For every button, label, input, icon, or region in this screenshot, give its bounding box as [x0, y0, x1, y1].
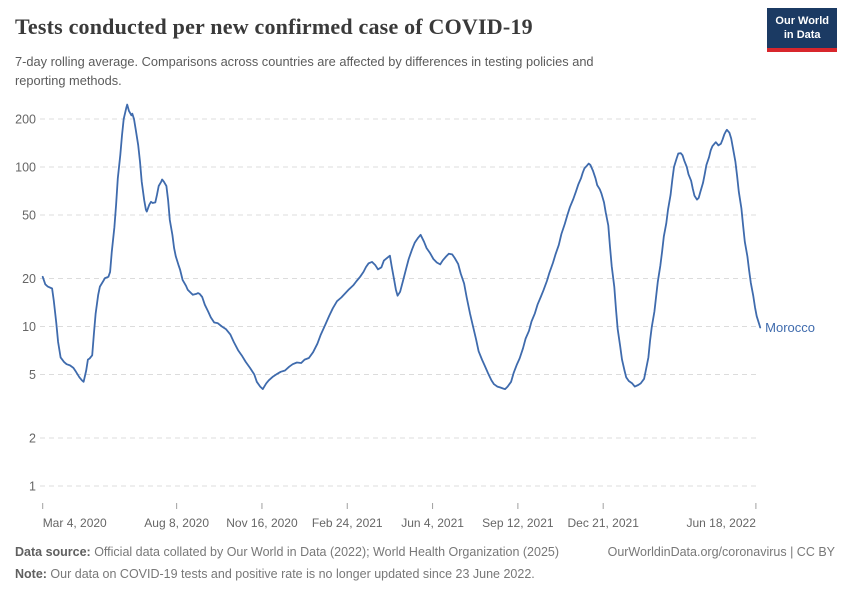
footer-source: Data source: Official data collated by O… [15, 545, 559, 559]
svg-text:10: 10 [22, 320, 36, 334]
chart-subtitle: 7-day rolling average. Comparisons acros… [15, 52, 715, 90]
svg-text:1: 1 [29, 480, 36, 494]
page-title: Tests conducted per new confirmed case o… [15, 14, 533, 39]
chart-subtitle-line2: reporting methods. [15, 73, 122, 89]
svg-text:Jun 18, 2022: Jun 18, 2022 [686, 516, 756, 530]
svg-text:50: 50 [22, 209, 36, 223]
svg-text:200: 200 [15, 112, 36, 126]
morocco-series-line[interactable] [41, 103, 762, 390]
svg-text:2: 2 [29, 431, 36, 445]
svg-text:Feb 24, 2021: Feb 24, 2021 [312, 516, 383, 530]
footer-note-text: Our data on COVID-19 tests and positive … [46, 567, 535, 581]
x-axis-labels: Mar 4, 2020 Aug 8, 2020 Nov 16, 2020 Feb 24… [43, 516, 757, 530]
x-axis-ticks [42, 503, 757, 509]
svg-text:Mar 4, 2020: Mar 4, 2020 [43, 516, 107, 530]
svg-text:5: 5 [29, 368, 36, 382]
svg-text:Jun 4, 2021: Jun 4, 2021 [401, 516, 464, 530]
footer-license-link[interactable]: OurWorldinData.org/coronavirus | CC BY [607, 545, 835, 559]
svg-text:Dec 21, 2021: Dec 21, 2021 [567, 516, 639, 530]
footer-note-row: Note: Our data on COVID-19 tests and pos… [15, 567, 835, 581]
owid-logo-line2: in Data [783, 28, 821, 41]
owid-logo-line1: Our World [775, 15, 829, 27]
owid-logo[interactable]: Our World in Data [767, 8, 837, 52]
footer-source-text: Official data collated by Our World in D… [90, 545, 560, 559]
svg-text:20: 20 [22, 272, 36, 286]
svg-text:100: 100 [15, 161, 36, 175]
y-gridlines [40, 118, 756, 487]
svg-text:Sep 12, 2021: Sep 12, 2021 [482, 516, 554, 530]
footer-source-label: Data source: [15, 545, 91, 559]
svg-text:Nov 16, 2020: Nov 16, 2020 [226, 516, 298, 530]
morocco-series-label: Morocco [765, 320, 815, 335]
footer-source-row: Data source: Official data collated by O… [15, 545, 835, 559]
footer-note-label: Note: [15, 567, 47, 581]
y-axis-labels: 1 2 5 10 20 50 100 200 [15, 112, 36, 493]
svg-text:Aug 8, 2020: Aug 8, 2020 [144, 516, 209, 530]
chart-subtitle-line1: 7-day rolling average. Comparisons acros… [15, 54, 594, 69]
